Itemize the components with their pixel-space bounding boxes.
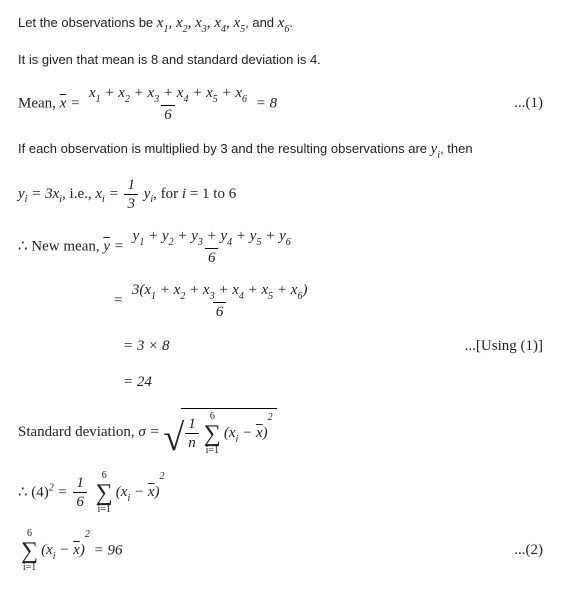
new-mean-step4: = 24 bbox=[18, 371, 543, 394]
using-tag: ...[Using (1)] bbox=[445, 335, 543, 358]
one-over-six: 1 6 bbox=[73, 474, 87, 511]
sd-label: Standard deviation, bbox=[18, 423, 138, 439]
obs-list: x1, x2, x3, x4, x5 bbox=[157, 15, 245, 31]
four-sq-equation: ∴ (4)2 = 1 6 6 ∑ i=1 (xi − x) 2 bbox=[18, 471, 543, 515]
one-over-n: 1 n bbox=[185, 415, 199, 452]
sqrt: √ 1 n 6 ∑ i=1 (xi − x) 2 bbox=[163, 408, 276, 457]
mean-frac: x1 + x2 + x3 + x4 + x5 + x6 6 bbox=[86, 84, 250, 124]
ymean-frac: y1 + y2 + y3 + y4 + y5 + y6 6 bbox=[130, 227, 294, 267]
sigma-sum-3: 6 ∑ i=1 bbox=[21, 529, 38, 573]
obs-x6: x6 bbox=[278, 15, 290, 31]
text: . bbox=[289, 15, 293, 30]
intro-line-3: If each observation is multiplied by 3 a… bbox=[18, 138, 543, 162]
text: , then bbox=[440, 141, 473, 156]
ybar: y bbox=[103, 238, 110, 254]
new-mean-line: ∴ New mean, y = y1 + y2 + y3 + y4 + y5 +… bbox=[18, 227, 543, 267]
new-mean-label: ∴ New mean, bbox=[18, 238, 103, 254]
equals-8: = 8 bbox=[252, 95, 277, 111]
eq-tag-2: ...(2) bbox=[494, 539, 543, 562]
yi-var: yi bbox=[431, 141, 440, 157]
intro-line-1: Let the observations be x1, x2, x3, x4, … bbox=[18, 12, 543, 36]
sum-grp-2: 6 ∑ i=1 (xi − x) 2 bbox=[93, 471, 165, 515]
new-mean-step2: = 3(x1 + x2 + x3 + x4 + x5 + x6) 6 bbox=[18, 281, 543, 321]
equals-96: = 96 bbox=[90, 542, 123, 558]
eq-3x8: = 3 × 8 bbox=[123, 335, 170, 358]
sigma: σ bbox=[138, 423, 145, 439]
text: Let the observations be bbox=[18, 15, 157, 30]
sum-grp-1: 6 ∑ i=1 (xi − x) 2 bbox=[201, 412, 273, 456]
mean-label: Mean, bbox=[18, 95, 60, 111]
eq-24: = 24 bbox=[123, 371, 152, 394]
sigma-sum-2: 6 ∑ i=1 bbox=[96, 471, 113, 515]
sum-equals-96: 6 ∑ i=1 (xi − x) 2 = 96 ...(2) bbox=[18, 529, 543, 573]
three-x-frac: 3(x1 + x2 + x3 + x4 + x5 + x6) 6 bbox=[129, 281, 311, 321]
text: If each observation is multiplied by 3 a… bbox=[18, 141, 431, 156]
sum-grp-3: 6 ∑ i=1 (xi − x) 2 bbox=[18, 529, 90, 573]
xbar: x bbox=[60, 95, 67, 111]
intro-line-2: It is given that mean is 8 and standard … bbox=[18, 50, 543, 70]
one-third: 1 3 bbox=[124, 176, 138, 213]
eq-tag-1: ...(1) bbox=[494, 92, 543, 115]
new-mean-step3: = 3 × 8 ...[Using (1)] bbox=[18, 335, 543, 358]
sigma-sum: 6 ∑ i=1 bbox=[204, 412, 221, 456]
text: , and bbox=[245, 15, 278, 30]
sd-equation: Standard deviation, σ = √ 1 n 6 ∑ i=1 (x… bbox=[18, 408, 543, 457]
yi-def: yi = 3xi, i.e., xi = 1 3 yi, for i = 1 t… bbox=[18, 176, 543, 213]
mean-equation: Mean, x = x1 + x2 + x3 + x4 + x5 + x6 6 … bbox=[18, 84, 543, 124]
